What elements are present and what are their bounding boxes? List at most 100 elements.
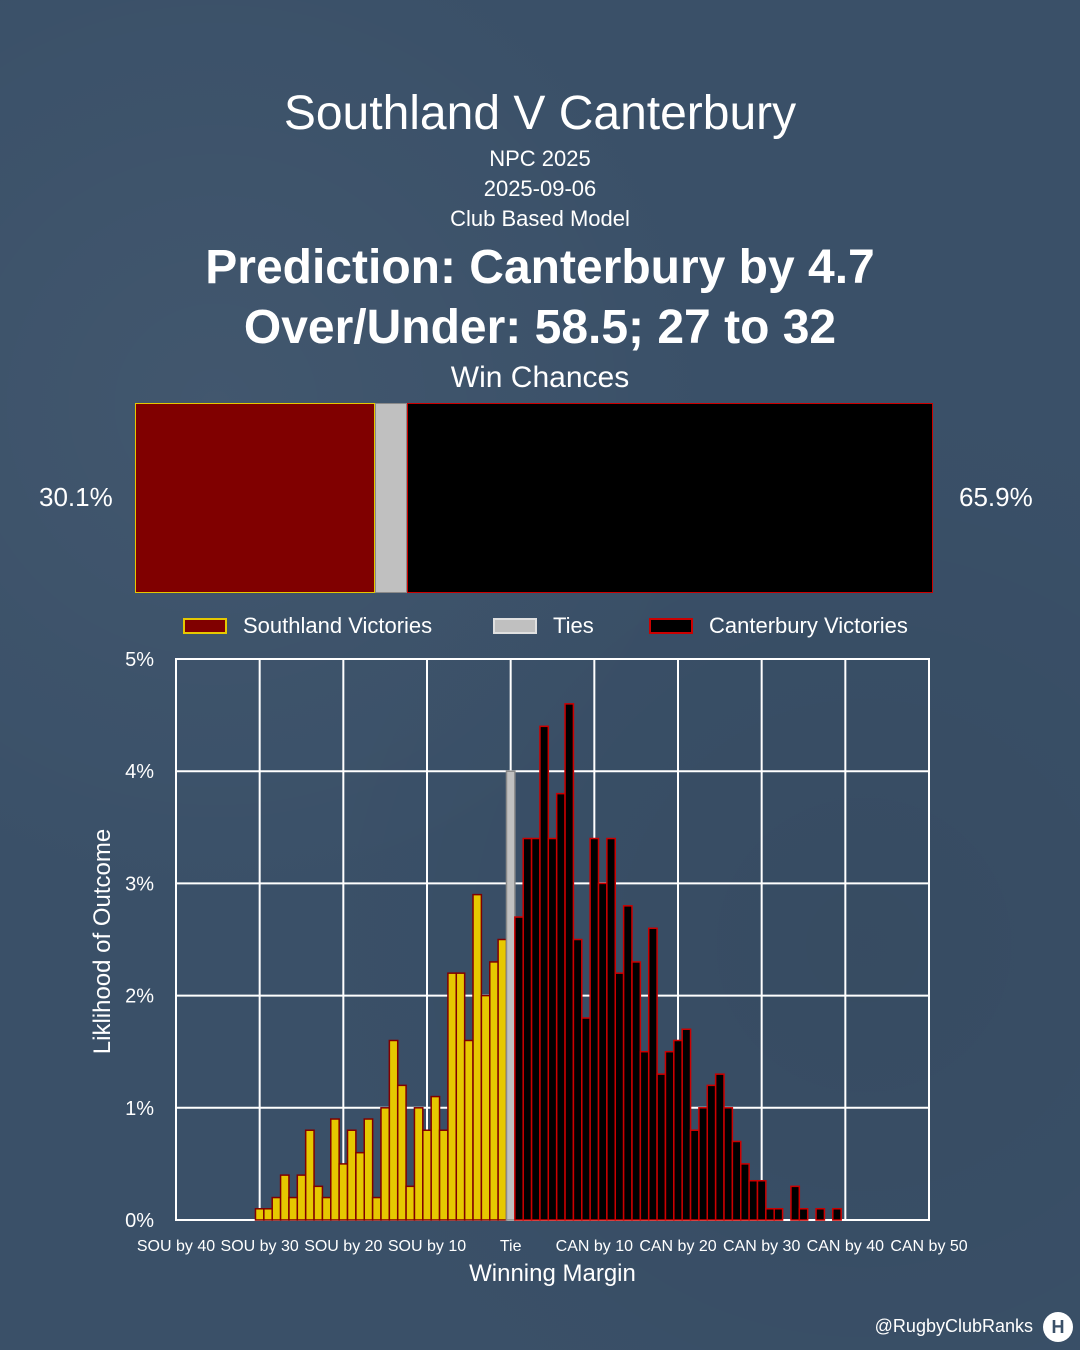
bar-away-21: [681, 1028, 692, 1221]
bar-away-20: [673, 1039, 683, 1221]
credit-handle: @RugbyClubRanks: [874, 1316, 1033, 1336]
x-tick-label-3: SOU by 10: [388, 1238, 466, 1255]
y-tick-label-1: 1%: [125, 1098, 154, 1120]
bar-home--8: [438, 1129, 449, 1221]
bar-away-35: [798, 1208, 809, 1221]
bar-home--25: [296, 1174, 307, 1221]
legend-item-tie: Ties: [493, 613, 594, 639]
y-tick-label-4: 4%: [125, 761, 154, 783]
bar-home--13: [396, 1084, 407, 1221]
bar-away-12: [606, 837, 617, 1221]
legend-label-away: Canterbury Victories: [709, 613, 908, 638]
bar-home--16: [371, 1196, 382, 1221]
bar-home--30: [254, 1208, 265, 1221]
bar-away-14: [622, 905, 633, 1221]
y-tick-label-5: 5%: [125, 649, 154, 671]
bar-home--1: [497, 938, 508, 1221]
bar-away-7: [564, 703, 575, 1221]
bar-home--20: [338, 1163, 349, 1221]
bar-away-30: [756, 1179, 767, 1221]
bar-away-2: [522, 837, 533, 1221]
bar-away-4: [539, 725, 550, 1221]
x-tick-label-0: SOU by 40: [137, 1238, 215, 1255]
win-chances-title: Win Chances: [450, 361, 630, 394]
tie-segment: [375, 403, 408, 593]
x-tick-label-2: SOU by 20: [304, 1238, 382, 1255]
win-chances-bar: [135, 403, 933, 593]
bar-home--29: [263, 1208, 273, 1221]
bar-home--24: [304, 1129, 315, 1221]
over-under-text: Over/Under: 58.5; 27 to 32: [243, 301, 837, 354]
bar-away-24: [706, 1084, 717, 1221]
home-win-segment: [135, 403, 376, 593]
bar-tie-0: [505, 770, 516, 1221]
bar-away-39: [832, 1208, 842, 1221]
legend-swatch-home: [183, 618, 227, 634]
bar-away-11: [597, 882, 608, 1221]
brand-logo-icon: H: [1043, 1312, 1073, 1342]
bar-home--9: [430, 1095, 441, 1221]
legend-swatch-tie: [493, 618, 537, 634]
bar-home--26: [288, 1196, 299, 1221]
y-axis-label: Liklihood of Outcome: [89, 829, 116, 1054]
model-label: Club Based Model: [450, 206, 630, 231]
bar-home--4: [472, 893, 483, 1221]
legend-swatch-away: [649, 618, 693, 634]
bar-away-9: [581, 1017, 591, 1221]
away-win-percent: 65.9%: [959, 482, 1033, 512]
bar-away-16: [639, 1050, 650, 1221]
legend-item-away: Canterbury Victories: [649, 613, 908, 639]
bar-away-23: [698, 1107, 709, 1221]
bar-home--2: [489, 961, 499, 1221]
x-tick-label-8: CAN by 40: [807, 1238, 884, 1255]
bar-home--28: [271, 1196, 282, 1221]
bar-home--15: [380, 1107, 391, 1221]
bar-home--3: [480, 994, 491, 1221]
prediction-text: Prediction: Canterbury by 4.7: [205, 241, 875, 294]
match-date: 2025-09-06: [483, 176, 597, 201]
bar-away-17: [647, 927, 658, 1221]
bar-away-37: [815, 1208, 826, 1221]
bar-away-25: [714, 1073, 725, 1221]
bar-home--14: [388, 1039, 399, 1221]
bar-home--10: [422, 1129, 432, 1221]
x-tick-label-7: CAN by 30: [723, 1238, 800, 1255]
x-tick-label-4: Tie: [500, 1238, 522, 1255]
bar-away-15: [631, 961, 642, 1221]
bar-away-13: [614, 972, 625, 1221]
bar-home--11: [413, 1107, 424, 1221]
bar-home--17: [363, 1118, 374, 1221]
bar-away-1: [514, 916, 524, 1221]
bar-away-5: [547, 837, 558, 1221]
bar-away-31: [765, 1208, 775, 1221]
bar-away-8: [572, 938, 583, 1221]
bar-away-10: [589, 837, 600, 1221]
bar-away-28: [740, 1163, 750, 1221]
bar-away-3: [530, 837, 541, 1221]
bar-home--27: [279, 1174, 290, 1221]
away-win-segment: [407, 403, 933, 593]
x-tick-label-9: CAN by 50: [890, 1238, 967, 1255]
bar-home--21: [330, 1118, 340, 1221]
x-tick-label-5: CAN by 10: [556, 1238, 633, 1255]
competition-label: NPC 2025: [489, 146, 591, 171]
bar-away-27: [731, 1140, 742, 1221]
bar-home--23: [313, 1185, 324, 1221]
bar-home--18: [355, 1151, 365, 1221]
bar-away-29: [748, 1179, 759, 1221]
bar-away-32: [773, 1208, 784, 1221]
x-axis-label: Winning Margin: [469, 1260, 636, 1287]
bar-home--5: [463, 1039, 474, 1221]
y-tick-label-2: 2%: [125, 986, 154, 1008]
bar-away-26: [723, 1107, 734, 1221]
bar-away-22: [689, 1129, 700, 1221]
bar-home--7: [447, 972, 458, 1221]
bar-away-34: [790, 1185, 801, 1221]
x-tick-label-6: CAN by 20: [639, 1238, 716, 1255]
chart-title: Southland V Canterbury: [283, 87, 797, 140]
y-tick-label-0: 0%: [125, 1210, 154, 1232]
bar-home--12: [405, 1185, 416, 1221]
bar-away-6: [555, 792, 566, 1221]
